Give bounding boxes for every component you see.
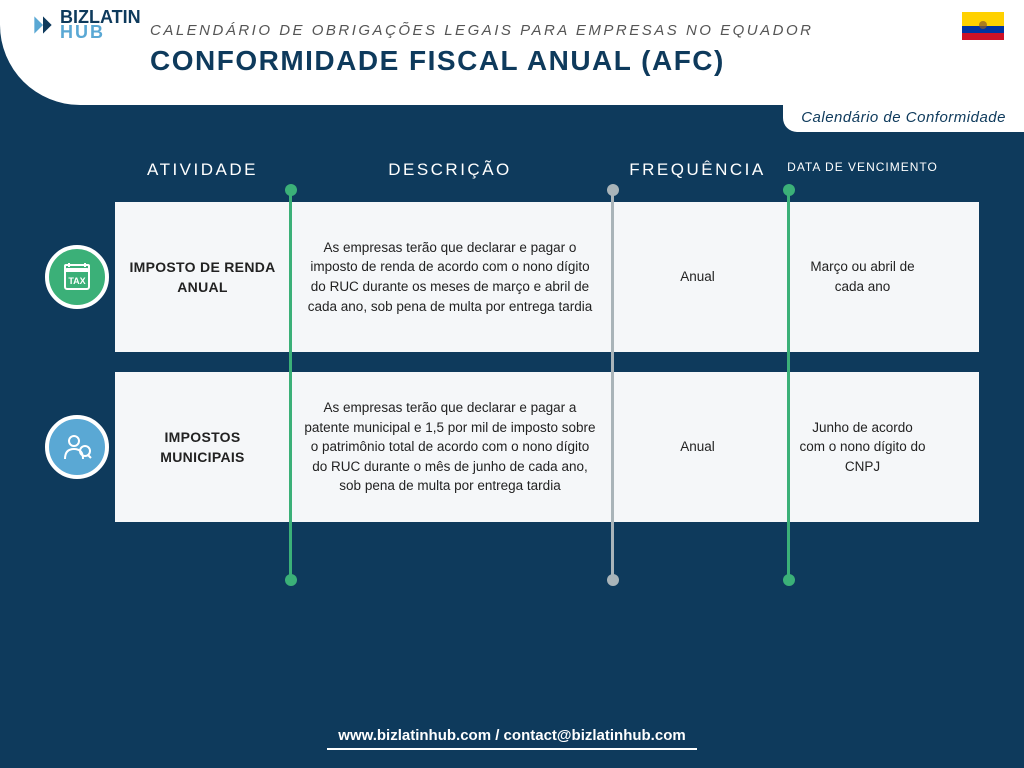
logo-text: BIZLATIN HUB bbox=[60, 10, 141, 41]
page-subtitle: CALENDÁRIO DE OBRIGAÇÕES LEGAIS PARA EMP… bbox=[150, 22, 1024, 39]
logo-icon bbox=[30, 12, 56, 38]
cell-frequency: Anual bbox=[610, 425, 785, 469]
cell-frequency: Anual bbox=[610, 255, 785, 299]
header-frequency: FREQUÊNCIA bbox=[610, 160, 785, 180]
table-row: IMPOSTOS MUNICIPAISAs empresas terão que… bbox=[115, 372, 979, 522]
ecuador-flag-icon bbox=[962, 12, 1004, 40]
timeline-line bbox=[289, 190, 292, 580]
logo: BIZLATIN HUB bbox=[30, 10, 141, 41]
header-description: DESCRIÇÃO bbox=[290, 160, 610, 180]
header-due-date: DATA DE VENCIMENTO bbox=[785, 160, 940, 180]
logo-hub: HUB bbox=[60, 22, 105, 42]
tax-icon: TAX bbox=[45, 245, 109, 309]
cell-description: As empresas terão que declarar e pagar o… bbox=[290, 226, 610, 328]
timeline-line bbox=[787, 190, 790, 580]
cell-due_date: Março ou abril de cada ano bbox=[785, 245, 940, 308]
person-icon bbox=[45, 415, 109, 479]
table-row: TAXIMPOSTO DE RENDA ANUALAs empresas ter… bbox=[115, 202, 979, 352]
svg-text:TAX: TAX bbox=[68, 276, 85, 286]
content-area: ATIVIDADE DESCRIÇÃO FREQUÊNCIA DATA DE V… bbox=[0, 105, 1024, 522]
footer-text: www.bizlatinhub.com / contact@bizlatinhu… bbox=[338, 727, 685, 744]
footer-underline bbox=[327, 748, 697, 750]
cell-due_date: Junho de acordo com o nono dígito do CNP… bbox=[785, 406, 940, 489]
header-panel: BIZLATIN HUB CALENDÁRIO DE OBRIGAÇÕES LE… bbox=[0, 0, 1024, 105]
cell-activity: IMPOSTOS MUNICIPAIS bbox=[115, 415, 290, 480]
footer: www.bizlatinhub.com / contact@bizlatinhu… bbox=[0, 727, 1024, 750]
page-title: CONFORMIDADE FISCAL ANUAL (AFC) bbox=[150, 45, 1024, 77]
cell-activity: IMPOSTO DE RENDA ANUAL bbox=[115, 245, 290, 310]
timeline-line bbox=[611, 190, 614, 580]
header-activity: ATIVIDADE bbox=[115, 160, 290, 180]
cell-description: As empresas terão que declarar e pagar a… bbox=[290, 386, 610, 508]
column-headers: ATIVIDADE DESCRIÇÃO FREQUÊNCIA DATA DE V… bbox=[45, 160, 979, 180]
